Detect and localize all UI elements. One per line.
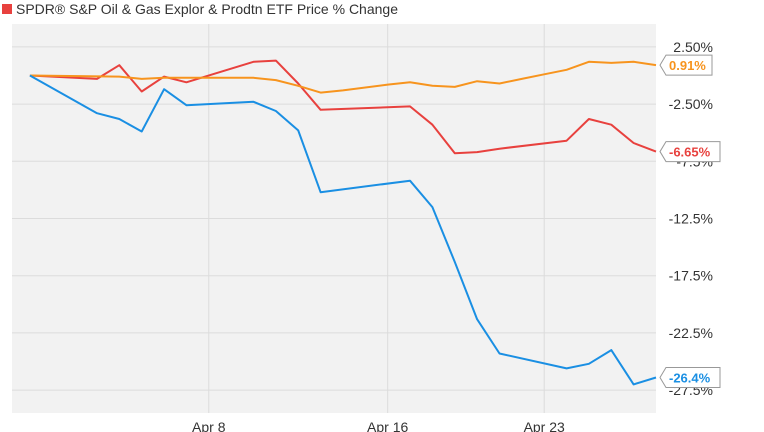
y-tick-label: -22.5% xyxy=(669,325,713,341)
series-line-1 xyxy=(29,60,657,94)
gridlines xyxy=(12,24,656,413)
y-tick-label: -2.50% xyxy=(669,96,713,112)
end-label-text: -26.4% xyxy=(669,371,711,386)
end-label-2: -26.4% xyxy=(659,367,721,389)
end-label-0: -6.65% xyxy=(659,141,721,163)
y-axis: 2.50%-2.50%-7.5%-12.5%-17.5%-22.5%-27.5% xyxy=(669,39,713,398)
end-label-text: 0.91% xyxy=(669,58,706,73)
series-lines xyxy=(29,59,657,386)
y-tick-label: 2.50% xyxy=(673,39,713,55)
chart-legend: SPDR® S&P Oil & Gas Explor & Prodtn ETF … xyxy=(2,0,398,18)
x-axis: Apr 8 Apr 16 Apr 23 xyxy=(192,419,565,432)
end-labels: -6.65% 0.91% -26.4% xyxy=(659,54,721,389)
series-line-0 xyxy=(29,59,657,155)
end-label-1: 0.91% xyxy=(659,54,713,76)
legend-swatch xyxy=(2,4,12,14)
legend-label: SPDR® S&P Oil & Gas Explor & Prodtn ETF … xyxy=(16,1,398,17)
x-tick-label: Apr 23 xyxy=(524,419,565,432)
series-line-2 xyxy=(29,74,657,386)
x-tick-label: Apr 16 xyxy=(367,419,408,432)
x-tick-label: Apr 8 xyxy=(192,419,226,432)
end-label-text: -6.65% xyxy=(669,145,711,160)
y-tick-label: -12.5% xyxy=(669,211,713,227)
y-tick-label: -17.5% xyxy=(669,268,713,284)
